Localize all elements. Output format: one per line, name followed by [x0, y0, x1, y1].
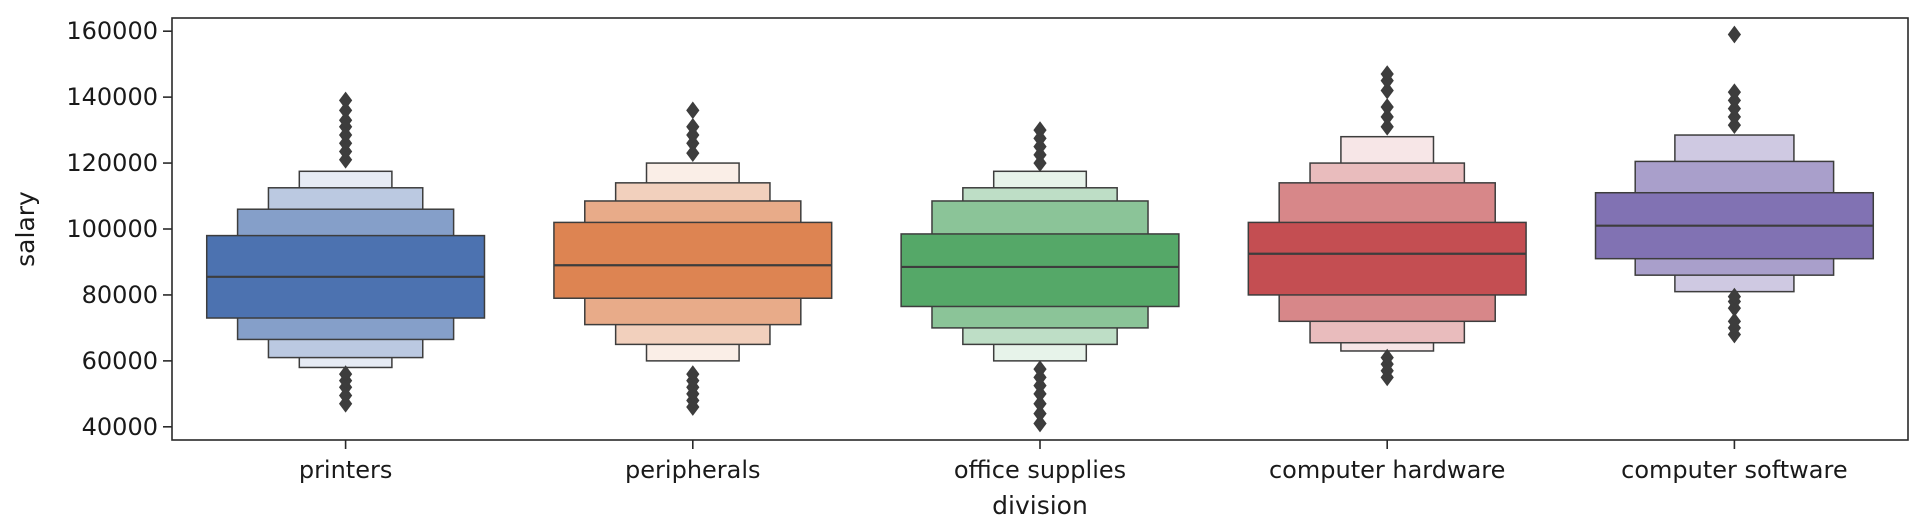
outlier-point [1727, 287, 1742, 306]
outlier-point [686, 117, 700, 136]
box-level [1247, 221, 1527, 296]
outlier-point [1033, 414, 1047, 433]
y-tick-label: 80000 [82, 281, 158, 309]
x-axis: printers peripherals office supplies comput… [299, 440, 1848, 484]
box-level [900, 233, 1180, 308]
y-tick-label: 40000 [82, 413, 158, 441]
x-axis-title: division [992, 491, 1088, 520]
y-axis-title: salary [11, 191, 40, 267]
outlier-point [1380, 117, 1394, 136]
outlier-point [338, 91, 353, 110]
outlier-point [686, 144, 700, 163]
y-tick-label: 60000 [82, 347, 158, 375]
outlier-point [686, 101, 700, 120]
outlier-point [1033, 404, 1047, 423]
box-group [553, 101, 833, 416]
x-tick-label: printers [299, 456, 393, 484]
outlier-point [1380, 98, 1394, 116]
outlier-point [338, 101, 353, 120]
outlier-point [1727, 312, 1742, 331]
outlier-point [1727, 25, 1742, 44]
y-tick-label: 100000 [66, 215, 158, 243]
outlier-point [1380, 348, 1394, 367]
outlier-point [338, 365, 353, 383]
box-group [1247, 65, 1527, 387]
outlier-point [1033, 121, 1047, 139]
outlier-point [338, 111, 353, 130]
box-level [553, 221, 833, 299]
x-tick-label: computer hardware [1269, 456, 1505, 484]
box-group [900, 121, 1180, 433]
outlier-point [1033, 360, 1047, 378]
box-group [1594, 25, 1875, 344]
x-tick-label: office supplies [954, 456, 1126, 484]
plot-frame [171, 17, 1909, 441]
outlier-point [1033, 394, 1047, 413]
x-tick-label: computer software [1621, 456, 1847, 484]
y-tick-label: 120000 [66, 149, 158, 177]
outlier-point [1380, 81, 1394, 100]
outlier-point [1380, 108, 1394, 126]
outlier-point [1727, 83, 1742, 102]
y-tick-label: 140000 [66, 83, 158, 111]
plot-area [205, 25, 1875, 433]
box-group [205, 91, 486, 413]
x-tick-label: peripherals [625, 456, 761, 484]
outlier-point [686, 365, 700, 383]
outlier-point [1380, 65, 1394, 83]
y-tick-label: 160000 [66, 17, 158, 45]
y-axis: 40000 60000 80000 100000 120000 140000 160000 [66, 17, 172, 441]
